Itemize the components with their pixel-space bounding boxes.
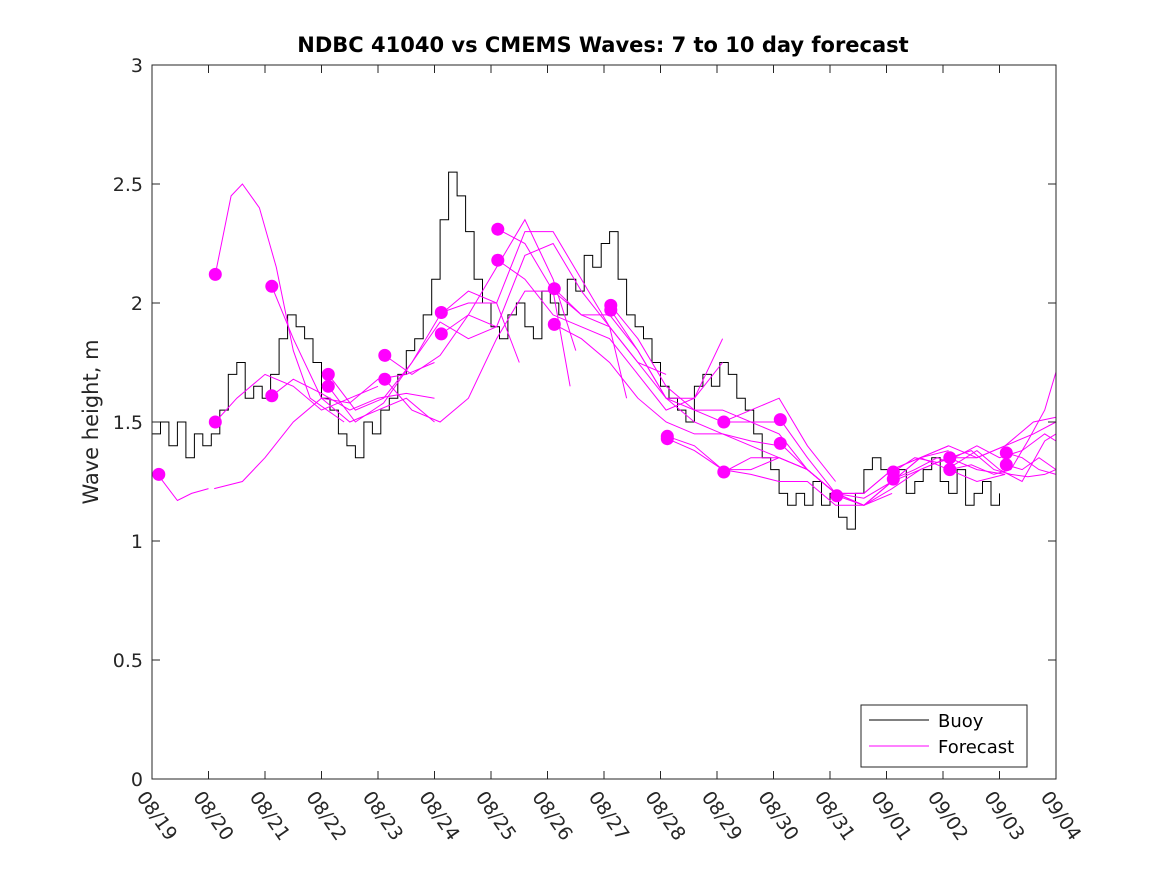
forecast-series-line-20 xyxy=(667,438,893,506)
forecast-series-line-16 xyxy=(554,323,780,447)
forecast-marker xyxy=(773,413,787,427)
x-tick-label: 08/27 xyxy=(584,787,633,844)
y-axis-label: Wave height, m xyxy=(79,339,103,504)
forecast-series-line-23 xyxy=(779,419,1006,506)
forecast-series-line-11 xyxy=(441,231,628,399)
forecast-marker xyxy=(434,306,448,319)
y-tick-label: 3 xyxy=(131,55,143,77)
forecast-marker xyxy=(491,253,505,267)
y-tick-label: 0.5 xyxy=(113,650,143,672)
forecast-marker xyxy=(265,389,279,403)
forecast-marker xyxy=(208,415,222,429)
forecast-marker xyxy=(547,282,561,296)
legend-forecast-label: Forecast xyxy=(938,737,1014,758)
y-tick-label: 2 xyxy=(131,293,143,315)
plot-content xyxy=(152,171,1057,530)
x-tick-label: 08/21 xyxy=(245,787,294,844)
legend-box xyxy=(860,704,1028,768)
x-tick-label: 09/01 xyxy=(866,787,915,844)
y-tick-label: 1 xyxy=(131,531,143,553)
forecast-series-line-30 xyxy=(949,371,1057,475)
x-tick-label: 09/04 xyxy=(1036,787,1085,844)
x-tick-label: 08/26 xyxy=(527,787,576,844)
forecast-marker xyxy=(321,367,335,381)
forecast-marker xyxy=(717,465,731,479)
forecast-marker xyxy=(265,279,279,293)
x-tick-label: 08/23 xyxy=(358,787,407,844)
forecast-series-line-4 xyxy=(214,373,379,423)
x-tick-label: 09/03 xyxy=(979,787,1028,844)
plot-frame xyxy=(151,64,1057,780)
forecast-marker xyxy=(830,489,844,503)
forecast-marker xyxy=(378,348,392,362)
x-tick-label: 08/30 xyxy=(753,787,802,844)
forecast-series-line-14 xyxy=(497,259,723,411)
forecast-marker xyxy=(999,458,1013,472)
forecast-marker xyxy=(491,222,505,236)
x-tick-label: 08/25 xyxy=(471,787,520,844)
forecast-marker xyxy=(886,472,900,486)
legend-buoy-label: Buoy xyxy=(938,711,984,732)
forecast-series-line-25 xyxy=(836,416,1057,506)
x-tick-label: 08/29 xyxy=(697,787,746,844)
x-tick-label: 08/19 xyxy=(132,787,181,844)
x-tick-label: 08/22 xyxy=(301,787,350,844)
forecast-marker xyxy=(943,463,957,477)
forecast-series-line-6 xyxy=(271,378,435,411)
x-tick-label: 08/28 xyxy=(640,787,689,844)
x-tick-label: 08/31 xyxy=(810,787,859,844)
forecast-series-line-9 xyxy=(384,218,577,376)
forecast-series-line-1 xyxy=(157,474,209,502)
forecast-series-line-8 xyxy=(327,290,520,423)
forecast-series-line-27 xyxy=(893,433,1057,473)
forecast-marker xyxy=(717,415,731,429)
forecast-marker xyxy=(943,451,957,465)
forecast-series-line-29 xyxy=(949,450,1057,478)
x-tick-label: 08/20 xyxy=(188,787,237,844)
y-tick-label: 1.5 xyxy=(113,412,143,434)
forecast-series-line-3 xyxy=(214,183,345,423)
forecast-series-line-26 xyxy=(836,421,1057,506)
chart-title: NDBC 41040 vs CMEMS Waves: 7 to 10 day f… xyxy=(297,33,908,57)
forecast-marker xyxy=(321,379,335,393)
forecast-marker xyxy=(999,446,1013,460)
x-tick-label: 08/24 xyxy=(414,787,463,844)
y-tick-label: 2.5 xyxy=(113,174,143,196)
y-axis: 0 0.5 1 1.5 2 2.5 3 xyxy=(113,55,1056,791)
forecast-series-line-17 xyxy=(610,305,836,482)
y-tick-label: 0 xyxy=(131,769,143,791)
forecast-series-line-32 xyxy=(1006,457,1057,471)
forecast-marker xyxy=(378,372,392,386)
forecast-series-line-28 xyxy=(893,433,1057,483)
forecast-marker xyxy=(604,303,618,317)
x-tick-label: 09/02 xyxy=(923,787,972,844)
forecast-marker xyxy=(152,467,166,481)
forecast-marker xyxy=(773,436,787,450)
legend: Buoy Forecast xyxy=(860,704,1028,768)
forecast-marker xyxy=(660,432,674,446)
forecast-marker xyxy=(208,267,222,281)
forecast-marker xyxy=(547,317,561,331)
forecast-series-line-5 xyxy=(271,286,435,423)
forecast-marker xyxy=(434,327,448,341)
